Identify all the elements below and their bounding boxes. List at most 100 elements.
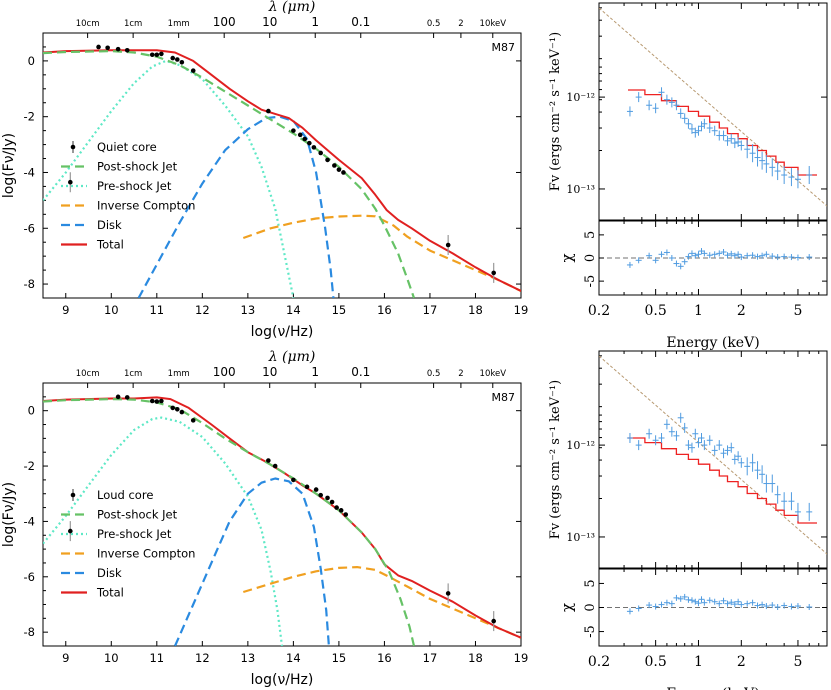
- x-tick-label: 0.5: [645, 654, 667, 670]
- x-axis-label: log(ν/Hz): [251, 324, 314, 340]
- x-tick-label: 13: [241, 651, 256, 665]
- observation-point: [179, 59, 185, 65]
- x-tick-label: 9: [62, 651, 69, 665]
- observation-point: [325, 157, 330, 163]
- y-tick-label: 10⁻¹²: [566, 91, 595, 104]
- legend-marker-point: [70, 144, 76, 150]
- observation-point: [272, 463, 278, 469]
- observation-point: [68, 179, 73, 185]
- observation-point: [154, 52, 160, 58]
- observation-point: [124, 395, 130, 400]
- plot-frame: [42, 32, 522, 299]
- observation-point: [445, 242, 451, 248]
- observation-point: [445, 591, 451, 596]
- x-tick-label: 13: [241, 303, 256, 317]
- x-tick-label: 1: [694, 303, 703, 319]
- object-label: M87: [492, 41, 516, 54]
- observation-point: [325, 495, 330, 501]
- observation-point: [154, 399, 160, 404]
- top-tick-label: 10: [262, 15, 277, 29]
- legend-label: Inverse Compton: [97, 547, 195, 561]
- x-tick-label: 11: [149, 651, 164, 665]
- top-tick-label: 10cm: [76, 19, 100, 29]
- series-line-pre-shock-jet: [43, 59, 295, 298]
- top-tick-label: 0.5: [427, 369, 441, 379]
- series-line-inverse-compton: [242, 566, 521, 639]
- legend-label: Quiet core: [97, 140, 157, 154]
- x-tick-label: 14: [286, 651, 301, 665]
- observation-point: [491, 618, 496, 624]
- top-tick-label: 2: [458, 369, 463, 379]
- model-step-line: [628, 437, 817, 524]
- x-axis-label: Energy (keV): [666, 335, 759, 351]
- top-tick-label: 1: [311, 365, 319, 379]
- top-tick-label: 10keV: [480, 369, 507, 379]
- x-tick-label: 18: [468, 651, 483, 665]
- series-line-post-shock-jet: [43, 398, 416, 646]
- observation-point: [338, 508, 344, 513]
- y-tick-label: -5: [583, 275, 598, 288]
- y-tick-label: -4: [24, 165, 35, 179]
- y-axis-label: log(Fν/Jy): [1, 133, 17, 198]
- x-tick-label: 17: [423, 303, 438, 317]
- plot-frame: [598, 2, 828, 221]
- legend-label: Pre-shock Jet: [97, 527, 172, 541]
- model-step-line: [628, 89, 817, 176]
- plot-area: [599, 7, 827, 207]
- observation-point: [105, 45, 110, 51]
- x-tick-label: 14: [286, 303, 301, 317]
- top-tick-label: 100: [213, 15, 236, 29]
- top-tick-label: 100: [213, 365, 236, 379]
- legend-label: Total: [96, 238, 124, 252]
- top-tick-label: 1cm: [124, 369, 142, 379]
- series-line-inverse-compton: [242, 214, 521, 292]
- resid-panel-xray-loud-resid: -5 0 5 χ 0.2 0.5 1 2 5 Energy (keV): [558, 568, 828, 690]
- x-tick-label: 12: [195, 651, 210, 665]
- observation-point: [336, 167, 342, 172]
- y-tick-label: -8: [24, 625, 35, 639]
- x-tick-label: 2: [737, 654, 746, 670]
- top-tick-label: 1mm: [168, 19, 190, 29]
- observation-point: [115, 394, 121, 400]
- y-tick-label: 10⁻¹³: [566, 531, 595, 544]
- y-tick-label: 10⁻¹²: [566, 439, 595, 452]
- legend-label: Disk: [97, 218, 122, 232]
- y-axis-label: log(Fν/Jy): [1, 482, 17, 547]
- y-tick-label: 0: [28, 404, 35, 418]
- observation-point: [266, 458, 271, 463]
- x-tick-label: 12: [195, 303, 210, 317]
- legend-label: Inverse Compton: [97, 199, 195, 213]
- y-tick-label: 0: [28, 54, 35, 68]
- observation-point: [491, 270, 496, 276]
- y-tick-label: -8: [24, 277, 35, 291]
- top-tick-label: 10keV: [480, 19, 507, 29]
- legend-label: Disk: [97, 566, 122, 580]
- observation-point: [179, 409, 185, 415]
- y-axis-label: Fv (ergs cm⁻² s⁻¹ keV⁻¹): [548, 380, 563, 539]
- series-line-disk: [173, 477, 330, 646]
- plot-frame: [598, 350, 828, 569]
- resid-panel-xray-quiet-resid: -5 0 5 χ 0.2 0.5 1 2 5 Energy (keV): [558, 220, 828, 351]
- plot-area: [43, 44, 521, 298]
- observation-point: [343, 512, 349, 517]
- x-axis-label: log(ν/Hz): [251, 672, 314, 688]
- x-tick-label: 5: [793, 654, 802, 670]
- y-tick-label: 5: [583, 579, 598, 587]
- x-tick-label: 10: [104, 303, 119, 317]
- x-tick-label: 11: [149, 303, 164, 317]
- y-tick-label: 0: [583, 603, 598, 611]
- y-tick-label: -4: [24, 514, 35, 528]
- top-tick-label: 0.5: [427, 19, 441, 29]
- observation-point: [318, 150, 323, 156]
- object-label: M87: [492, 391, 516, 404]
- x-tick-label: 0.5: [645, 303, 667, 319]
- x-tick-label: 0.2: [588, 303, 610, 319]
- powerlaw-extension: [599, 7, 827, 207]
- y-tick-label: 5: [583, 231, 598, 239]
- legend-marker-point: [70, 492, 76, 498]
- observation-point: [124, 47, 130, 53]
- observation-point: [341, 170, 346, 175]
- observation-point: [190, 418, 196, 423]
